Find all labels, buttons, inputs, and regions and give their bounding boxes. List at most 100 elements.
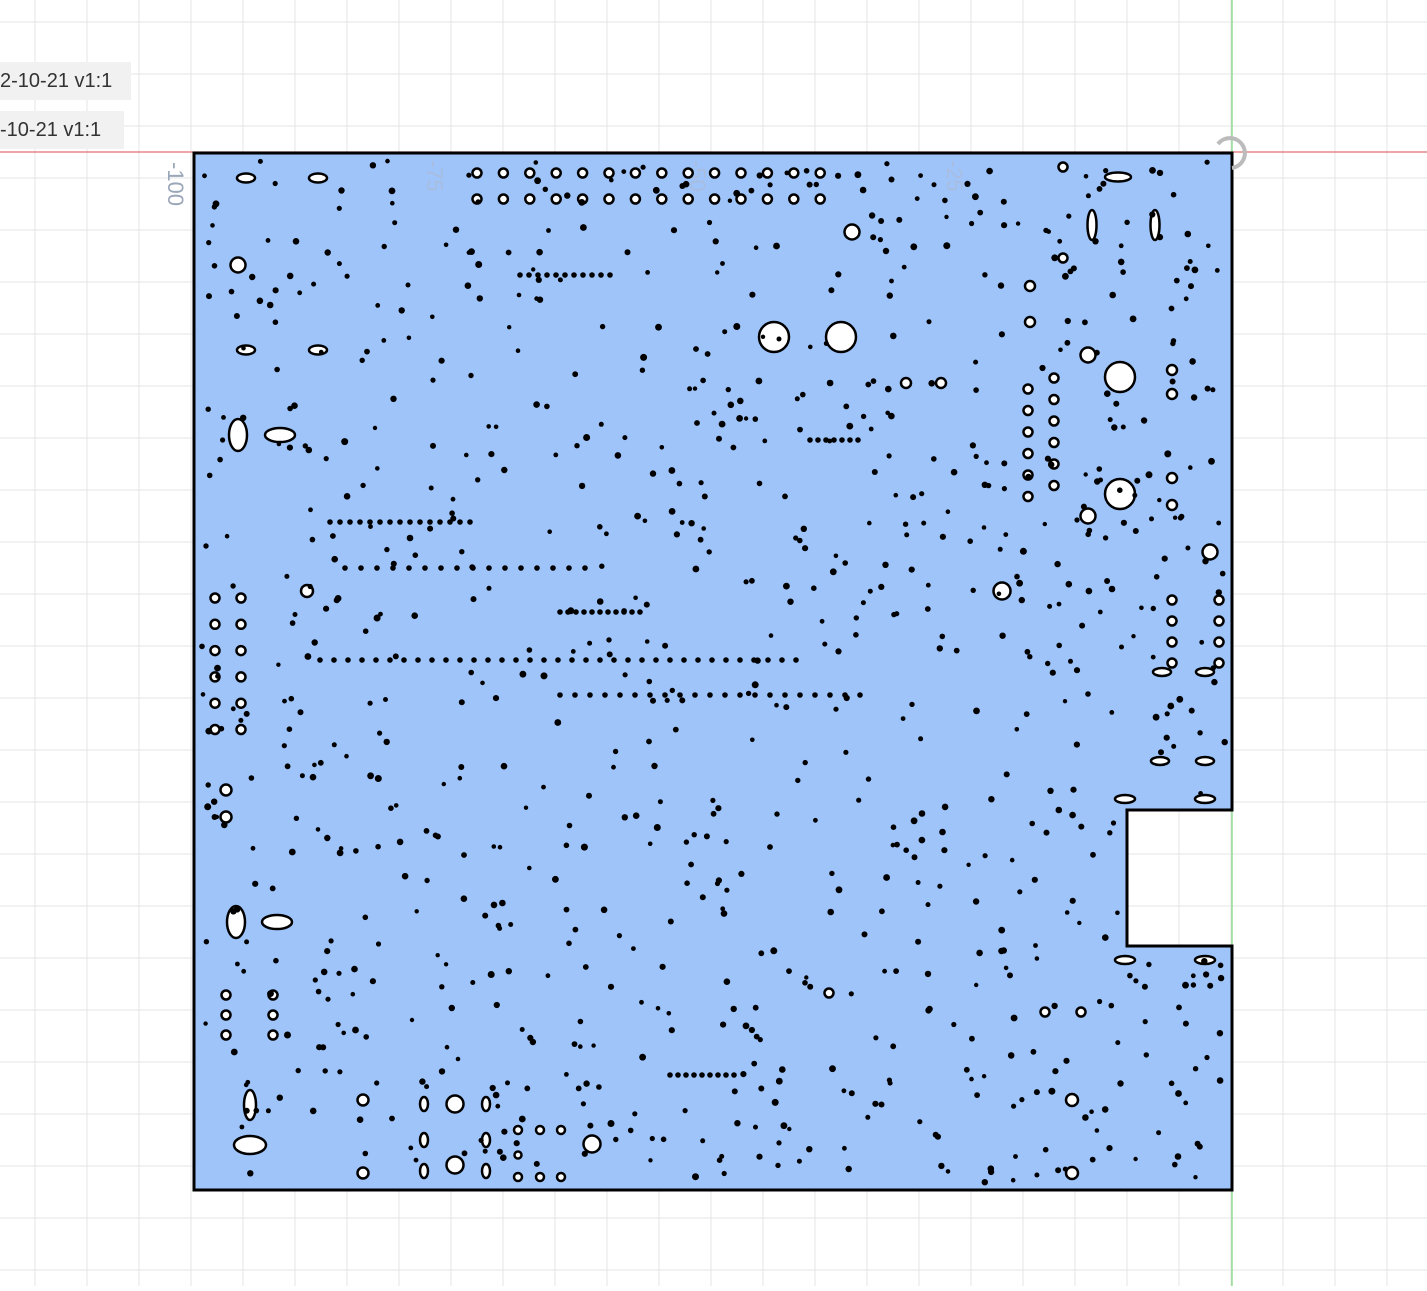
pcb-via [750,737,755,743]
pcb-via [882,247,890,255]
pcb-via [352,1026,359,1034]
pcb-via [668,467,676,474]
pcb-via [1216,1030,1224,1037]
pcb-board[interactable] [192,151,1234,1192]
pcb-via [334,595,342,602]
pcb-via [203,543,209,549]
pcb-via [782,692,788,698]
pcb-hole [1213,657,1225,669]
pcb-via [939,633,946,640]
pcb-via [302,443,308,449]
pcb-via [374,565,380,571]
pcb-via [1189,358,1196,365]
pcb-via [1171,743,1177,749]
pcb-hole [445,1155,465,1175]
pcb-via [199,643,205,650]
pcb-via [707,1072,713,1078]
pcb-via [882,968,887,974]
pcb-via [793,535,799,541]
pcb-via [1120,269,1126,275]
pcb-via [1096,186,1103,192]
browser-component-item-2[interactable]: -10-21 v1:1 [0,111,124,149]
pcb-via [247,1170,254,1177]
pcb-via [389,1115,395,1122]
pcb-via [714,880,721,887]
pcb-via [364,348,370,355]
pcb-via [640,353,648,361]
pcb-via [701,493,708,500]
pcb-via [492,695,500,702]
pcb-via [330,533,336,539]
pcb-via [423,828,430,834]
pcb-via [427,525,434,532]
pcb-via [1111,424,1118,431]
pcb-via [582,964,589,970]
pcb-via [220,437,226,443]
pcb-via [1104,578,1111,584]
pcb-via [767,182,773,188]
pcb-via [597,609,603,615]
pcb-via [676,480,683,487]
pcb-via [1115,910,1120,916]
pcb-hole [656,167,668,179]
pcb-via [796,1158,802,1164]
pcb-via [284,1031,291,1039]
pcb-via [890,842,896,848]
pcb-via [1064,339,1071,346]
pcb-via [835,648,842,655]
pcb-via [607,1120,615,1127]
pcb-via [699,1072,705,1078]
pcb-via [743,579,749,585]
pcb-via [639,999,644,1005]
pcb-via [1120,424,1126,430]
pcb-via [1047,603,1053,609]
pcb-via [969,442,977,449]
pcb-via [857,692,863,698]
pcb-via [1019,547,1027,555]
pcb-via [1000,198,1007,205]
pcb-via [1183,1100,1189,1106]
pcb-via [873,1035,879,1041]
pcb-via [476,295,483,302]
pcb-via [1014,573,1020,580]
pcb-via [749,577,755,584]
pcb-via [565,609,571,615]
pcb-via [710,810,717,817]
pcb-hole [235,671,247,683]
pcb-via [1206,243,1211,249]
pcb-via [982,853,988,859]
pcb-via [578,199,586,206]
pcb-via [228,288,235,295]
pcb-via [925,902,931,908]
pcb-via [308,507,313,513]
pcb-via [868,212,876,219]
pcb-hole [1194,755,1216,767]
pcb-via [767,692,773,698]
pcb-via [230,583,236,589]
pcb-via [1097,609,1103,615]
pcb-via [653,657,659,663]
pcb-via [779,657,785,663]
pcb-via [499,657,505,663]
origin-marker[interactable] [1216,136,1247,170]
pcb-via [534,177,541,185]
pcb-via [640,164,646,170]
pcb-via [1150,654,1156,660]
pcb-via [806,1146,813,1153]
pcb-via [901,264,907,270]
pcb-via [495,922,502,929]
pcb-via [535,276,542,283]
pcb-via [802,980,808,986]
pcb-via [938,1162,945,1170]
pcb-via [337,1069,343,1075]
pcb-via [1055,1167,1062,1174]
pcb-hole [235,344,257,356]
pcb-via [562,272,568,278]
pcb-via [667,918,674,925]
pcb-via [606,637,612,643]
pcb-via [1133,1156,1138,1162]
pcb-via [632,812,640,819]
browser-component-item-1[interactable]: 2-10-21 v1:1 [0,62,131,100]
